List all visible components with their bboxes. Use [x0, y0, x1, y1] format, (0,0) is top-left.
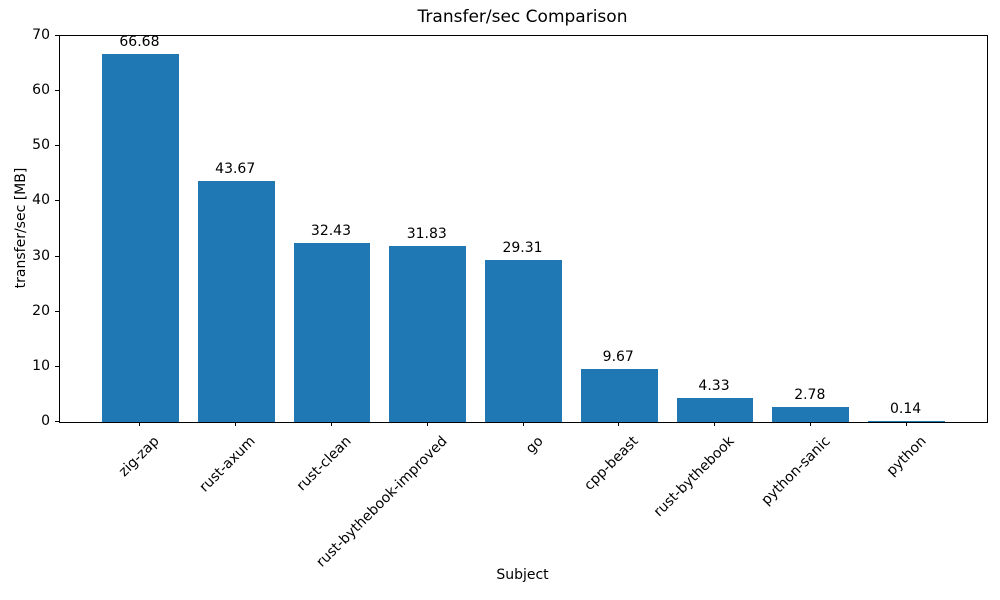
- y-tick-label: 10: [32, 357, 50, 374]
- bar-value-label: 9.67: [602, 348, 634, 365]
- y-tick-label: 70: [32, 27, 50, 43]
- x-tick-label: rust-clean: [293, 433, 355, 495]
- x-tick-label: rust-bythebook: [650, 433, 738, 521]
- bar-rust-axum: [197, 181, 275, 422]
- x-tick-mark: [809, 422, 811, 426]
- x-tick-mark: [905, 422, 907, 426]
- x-tick-mark: [426, 422, 428, 426]
- y-tick-mark: [55, 255, 59, 257]
- bar-value-label: 4.33: [698, 378, 730, 395]
- bar-value-label: 0.14: [889, 401, 922, 418]
- x-tick-mark: [522, 422, 524, 426]
- x-tick-mark: [235, 422, 237, 426]
- bar-value-label: 43.67: [215, 161, 256, 178]
- bar-value-label: 32.43: [310, 223, 352, 240]
- x-tick-mark: [618, 422, 620, 426]
- x-tick-mark: [330, 422, 332, 426]
- y-tick-label: 20: [32, 302, 50, 319]
- y-tick-label: 30: [32, 247, 50, 264]
- y-tick-mark: [55, 200, 59, 202]
- x-tick-label: go: [522, 433, 547, 457]
- y-tick-mark: [55, 90, 59, 92]
- y-tick-mark: [55, 310, 59, 312]
- plot-area: [59, 35, 988, 423]
- chart-title: Transfer/sec Comparison: [417, 7, 628, 27]
- bar-rust-bythebook-improved: [389, 246, 467, 422]
- x-tick-label: python: [883, 433, 930, 480]
- bar-python-sanic: [772, 406, 850, 422]
- x-tick-label: python-sanic: [758, 433, 834, 509]
- bar-value-label: 66.68: [119, 34, 160, 51]
- x-tick-mark: [139, 422, 141, 426]
- bar-value-label: 29.31: [502, 240, 543, 257]
- x-tick-label: zig-zap: [116, 433, 164, 480]
- y-tick-label: 40: [32, 192, 50, 209]
- y-tick-label: 50: [32, 137, 50, 154]
- y-axis-label: transfer/sec [MB]: [13, 167, 29, 289]
- y-tick-mark: [55, 365, 59, 367]
- x-tick-label: rust-axum: [196, 433, 259, 496]
- bar-zig-zap: [102, 54, 179, 422]
- bar-value-label: 31.83: [406, 226, 447, 243]
- y-tick-label: 60: [32, 82, 50, 99]
- bar-rust-clean: [293, 243, 371, 422]
- y-tick-mark: [55, 35, 59, 36]
- bar-python: [868, 421, 945, 422]
- y-tick-label: 0: [41, 413, 50, 429]
- bar-rust-bythebook: [676, 398, 754, 422]
- bar-go: [485, 260, 562, 422]
- bar-value-label: 2.78: [794, 386, 826, 403]
- x-tick-mark: [714, 422, 716, 426]
- bar-cpp-beast: [580, 368, 658, 422]
- y-tick-mark: [55, 421, 59, 422]
- y-tick-mark: [55, 145, 59, 147]
- x-axis-label: Subject: [496, 567, 549, 583]
- x-tick-label: cpp-beast: [581, 433, 642, 494]
